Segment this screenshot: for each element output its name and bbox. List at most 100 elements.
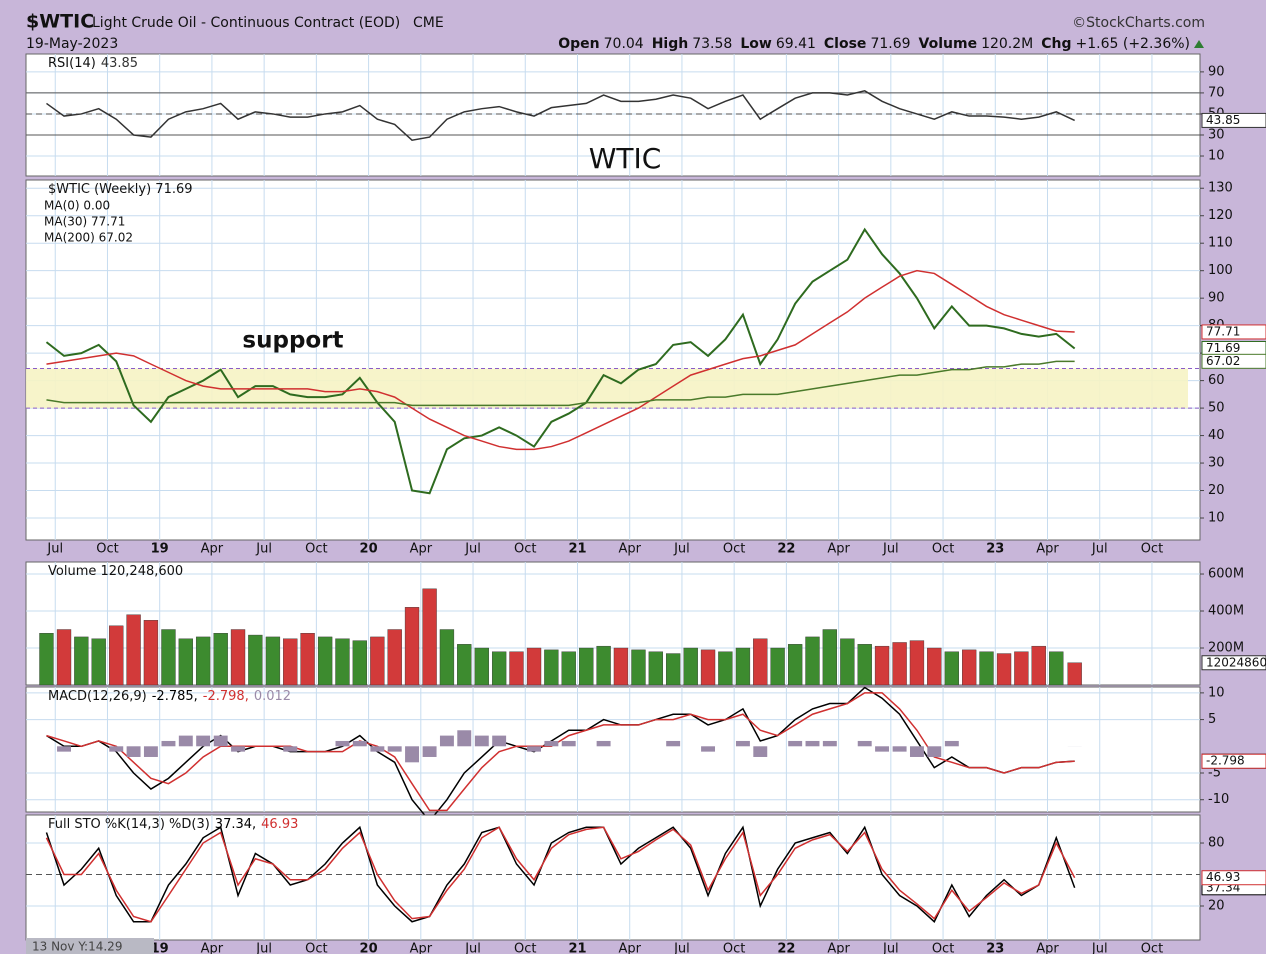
y-tick-label: -5 — [1208, 766, 1221, 781]
volume-bar — [265, 636, 281, 686]
volume-bar — [370, 636, 385, 686]
last-value-box — [1201, 324, 1266, 340]
series-line — [46, 360, 1075, 407]
quote-value: 73.58 — [692, 36, 732, 52]
volume-bar — [126, 614, 141, 686]
x-tick-label: 21 — [568, 942, 586, 954]
volume-bar — [56, 629, 72, 686]
annotation: WTIC — [589, 142, 662, 175]
histogram-bar — [457, 730, 472, 747]
x-tick-label: Oct — [932, 942, 954, 954]
volume-bar — [491, 651, 507, 686]
quote-label: Close — [824, 36, 867, 52]
y-tick-label: 100 — [1208, 263, 1233, 278]
y-tick-label: 600M — [1208, 567, 1244, 582]
histogram-bar — [944, 740, 959, 747]
x-tick-label: 23 — [986, 542, 1004, 557]
y-tick-label: 30 — [1208, 127, 1225, 142]
x-tick-label: Apr — [1036, 942, 1059, 954]
histogram-bar — [387, 746, 402, 752]
histogram-bar — [788, 740, 803, 747]
last-value-box — [1201, 353, 1266, 369]
legend-entry: MA(30) 77.71 — [44, 215, 125, 229]
volume-bar — [1014, 651, 1029, 686]
series-line — [46, 90, 1075, 142]
x-tick-label: Apr — [827, 542, 850, 557]
y-tick-label: 110 — [1208, 236, 1233, 251]
quote-value: 70.04 — [604, 36, 644, 52]
volume-bar — [683, 647, 698, 686]
y-tick-label: 60 — [1208, 373, 1225, 388]
last-value-label: 46.93 — [1206, 870, 1240, 884]
histogram-bar — [161, 740, 176, 747]
volume-bar — [509, 651, 524, 686]
x-tick-label: 22 — [777, 942, 795, 954]
x-tick-label: 20 — [360, 542, 378, 557]
volume-bar — [579, 647, 594, 686]
histogram-bar — [596, 740, 611, 747]
last-value-label: 67.02 — [1206, 354, 1240, 368]
volume-bar — [770, 647, 785, 686]
volume-bar — [700, 649, 716, 686]
volume-bar — [526, 647, 542, 686]
volume-bar — [91, 638, 106, 686]
x-tick-label: Jul — [464, 942, 481, 954]
x-tick-label: Jul — [464, 542, 481, 557]
histogram-bar — [143, 746, 158, 757]
histogram-bar — [231, 746, 245, 752]
histogram-bar — [370, 746, 385, 752]
x-tick-label: Oct — [514, 942, 536, 954]
y-tick-label: 40 — [1208, 428, 1225, 443]
legend: $WTIC (Weekly) 71.69 — [48, 182, 193, 197]
y-tick-label: 30 — [1208, 456, 1225, 471]
symbol: $WTIC — [26, 11, 94, 33]
series-line — [46, 269, 1075, 451]
y-tick-label: -10 — [1208, 792, 1229, 807]
x-tick-label: Apr — [201, 542, 224, 557]
legend-entry: 43.85 — [101, 56, 138, 71]
x-tick-label: 22 — [777, 542, 795, 557]
histogram-bar — [283, 746, 298, 752]
histogram-bar — [735, 740, 750, 747]
x-tick-label: Apr — [827, 942, 850, 954]
quote-label: High — [652, 36, 689, 52]
series-line — [45, 825, 1076, 923]
last-value-label: 120248600 — [1206, 655, 1266, 669]
volume-bar — [822, 629, 837, 686]
volume-bar — [996, 653, 1012, 686]
quote-label: Low — [740, 36, 772, 52]
histogram-bar — [753, 746, 768, 757]
y-tick-label: 90 — [1208, 291, 1225, 306]
quote-label: Open — [558, 36, 599, 52]
x-tick-label: Oct — [305, 542, 327, 557]
legend: Volume 120,248,600 — [48, 564, 183, 579]
x-tick-label: Apr — [618, 942, 641, 954]
x-tick-label: Jul — [46, 542, 63, 557]
y-tick-label: 20 — [1208, 898, 1225, 913]
histogram-bar — [701, 746, 716, 752]
volume-bar — [387, 629, 402, 686]
volume-bar — [665, 653, 681, 686]
volume-bar — [979, 651, 994, 686]
histogram-bar — [805, 740, 820, 747]
quote-label: Chg — [1041, 36, 1071, 52]
x-tick-label: Jul — [255, 542, 272, 557]
panel — [25, 814, 1201, 941]
volume-bar — [283, 638, 298, 686]
x-tick-label: 20 — [360, 942, 378, 954]
volume-bar — [143, 620, 159, 686]
legend: Full STO %K(14,3) %D(3) 37.34, 46.93 — [48, 817, 298, 832]
histogram-bar — [474, 735, 489, 747]
volume-bar — [39, 633, 54, 686]
last-value-label: 43.85 — [1206, 113, 1240, 127]
series-line — [45, 826, 1076, 923]
histogram-bar — [213, 735, 228, 747]
volume-bar — [109, 625, 124, 686]
x-tick-label: Jul — [1091, 542, 1108, 557]
x-tick-label: Jul — [882, 542, 899, 557]
panel — [25, 179, 1201, 541]
volume-bar — [544, 649, 559, 686]
volume-bar — [457, 644, 472, 686]
histogram-bar — [335, 740, 350, 747]
